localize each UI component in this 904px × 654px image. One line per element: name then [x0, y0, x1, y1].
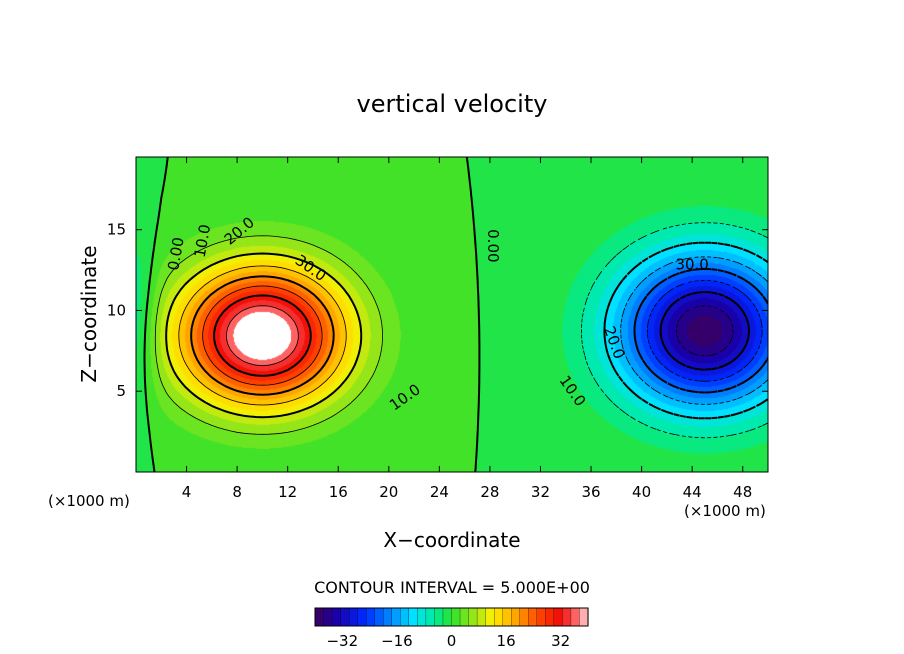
contour-line-pos25	[202, 285, 323, 386]
colorbar-cell	[451, 607, 461, 627]
colorbar-cell	[434, 607, 444, 627]
y-tick-label: 10	[107, 301, 126, 319]
colorbar-cell	[400, 607, 410, 627]
colorbar-tick-label: −32	[326, 632, 358, 650]
contour-line-neg35	[676, 305, 734, 357]
colorbar-cell	[528, 607, 538, 627]
x-tick-label: 16	[329, 483, 348, 501]
contour-line-neg10	[603, 241, 768, 420]
contour-lines	[143, 157, 768, 472]
contour-line-neg25	[647, 279, 763, 382]
colorbar-cell	[562, 607, 572, 627]
colorbar-cell	[459, 607, 470, 627]
colorbar-cell	[476, 607, 487, 627]
x-tick-label: 44	[683, 483, 702, 501]
colorbar-cell	[536, 607, 546, 627]
x-tick-label: 12	[278, 483, 297, 501]
colorbar-cell	[408, 607, 418, 627]
colorbar-cell	[391, 607, 401, 627]
colorbar-ticks: −32 −16 0 16 32	[326, 632, 570, 650]
colorbar-cell	[366, 607, 376, 627]
x-tick-label: 28	[480, 483, 499, 501]
x-tick-label: 4	[182, 483, 192, 501]
x-axis-label: X−coordinate	[383, 528, 520, 552]
y-axis-label: Z−coordinate	[77, 245, 101, 382]
colorbar-cell	[485, 607, 495, 627]
colorbar-tick-label: 32	[551, 632, 570, 650]
colorbar-cell	[570, 607, 581, 627]
colorbar-cell	[519, 607, 529, 627]
contour-line-pos20	[190, 275, 335, 396]
colorbar-frame	[314, 607, 589, 627]
colorbar-cell	[340, 607, 350, 627]
contour-interval-text: CONTOUR INTERVAL = 5.000E+00	[314, 578, 590, 597]
colorbar-cell	[502, 607, 512, 627]
x-tick-label: 8	[232, 483, 242, 501]
y-axis: 5 10 15	[107, 221, 768, 400]
colorbar-cell	[442, 607, 453, 627]
contour-label: 30.0	[675, 256, 708, 274]
contour-line-pos0	[143, 157, 481, 472]
colorbar-cell	[331, 607, 342, 627]
x-unit-right: (×1000 m)	[684, 502, 766, 520]
y-tick-label: 5	[116, 382, 126, 400]
x-unit-left: (×1000 m)	[48, 492, 130, 510]
velocity-field	[136, 157, 768, 472]
contour-label: 0.00	[484, 229, 502, 262]
contour-line-pos35	[226, 305, 299, 367]
colorbar-cell	[579, 607, 589, 627]
x-tick-label: 40	[632, 483, 651, 501]
contour-label: 0.00	[164, 236, 188, 272]
contour-line-pos10	[165, 252, 363, 419]
colorbar: −32 −16 0 16 32	[314, 607, 589, 650]
x-tick-label: 48	[733, 483, 752, 501]
colorbar-cell	[511, 607, 521, 627]
colorbar-tick-label: −16	[381, 632, 413, 650]
contour-line-neg30	[659, 291, 750, 371]
contour-line-pos30	[213, 294, 312, 377]
contour-line-pos15	[178, 265, 347, 406]
x-axis: 4 8 12 16 20 24 28 32 36 40 44 48	[182, 157, 752, 501]
colorbar-cell	[323, 607, 333, 627]
chart-title: vertical velocity	[357, 90, 548, 118]
colorbar-cell	[417, 607, 427, 627]
contour-line-neg15	[620, 256, 768, 405]
x-tick-label: 32	[531, 483, 550, 501]
x-tick-label: 24	[430, 483, 449, 501]
x-tick-label: 36	[581, 483, 600, 501]
colorbar-cell	[553, 607, 563, 627]
colorbar-cell	[494, 607, 504, 627]
contour-label: 10.0	[191, 223, 215, 259]
contour-line-neg20	[633, 267, 768, 394]
colorbar-cell	[545, 607, 555, 627]
colorbar-tick-label: 16	[497, 632, 516, 650]
x-tick-label: 20	[379, 483, 398, 501]
colorbar-cell	[468, 607, 478, 627]
plot-frame	[135, 156, 769, 473]
y-tick-label: 15	[107, 221, 126, 239]
colorbar-cell	[348, 607, 359, 627]
contour-line-pos5	[154, 235, 383, 435]
colorbar-cell	[383, 607, 393, 627]
colorbar-tick-label: 0	[447, 632, 457, 650]
colorbar-cell	[314, 607, 325, 627]
contour-line-neg5	[581, 222, 768, 439]
colorbar-cell	[425, 607, 435, 627]
colorbar-cells	[314, 607, 589, 627]
colorbar-cell	[357, 607, 367, 627]
colorbar-cell	[374, 607, 384, 627]
